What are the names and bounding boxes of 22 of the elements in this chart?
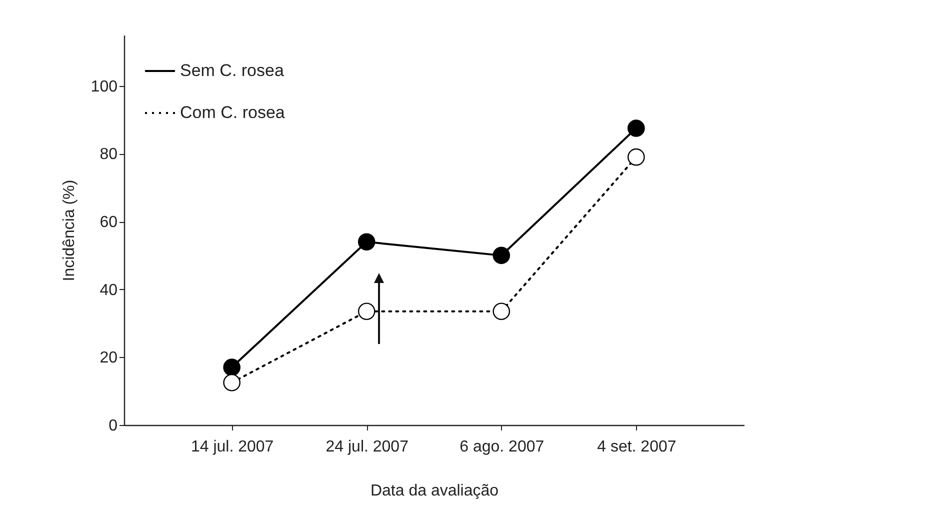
x-tick-label: 24 jul. 2007 — [326, 438, 409, 456]
y-tick-label: 0 — [108, 418, 118, 434]
point — [358, 302, 376, 320]
y-tick-label: 100 — [90, 78, 118, 96]
y-tick-label: 60 — [100, 214, 118, 232]
legend-label: Sem C. rosea — [180, 61, 284, 80]
y-tick-label: 20 — [100, 350, 118, 367]
y-tick-label: 80 — [100, 146, 118, 164]
legend-label: Com C. rosea — [180, 103, 286, 122]
point — [492, 246, 510, 264]
y-axis-title: Incidência (%) — [60, 180, 78, 282]
x-axis-title: Data da avaliação — [370, 482, 499, 500]
x-tick-label: 6 ago. 2007 — [460, 438, 544, 456]
point — [492, 302, 510, 320]
x-tick-label: 4 set. 2007 — [597, 438, 676, 456]
point — [223, 374, 240, 392]
y-tick-label: 40 — [100, 282, 118, 299]
point — [223, 358, 240, 376]
point — [358, 233, 376, 251]
x-tick-label: 14 jul. 2007 — [190, 438, 274, 456]
point — [628, 120, 645, 137]
point — [628, 148, 645, 166]
